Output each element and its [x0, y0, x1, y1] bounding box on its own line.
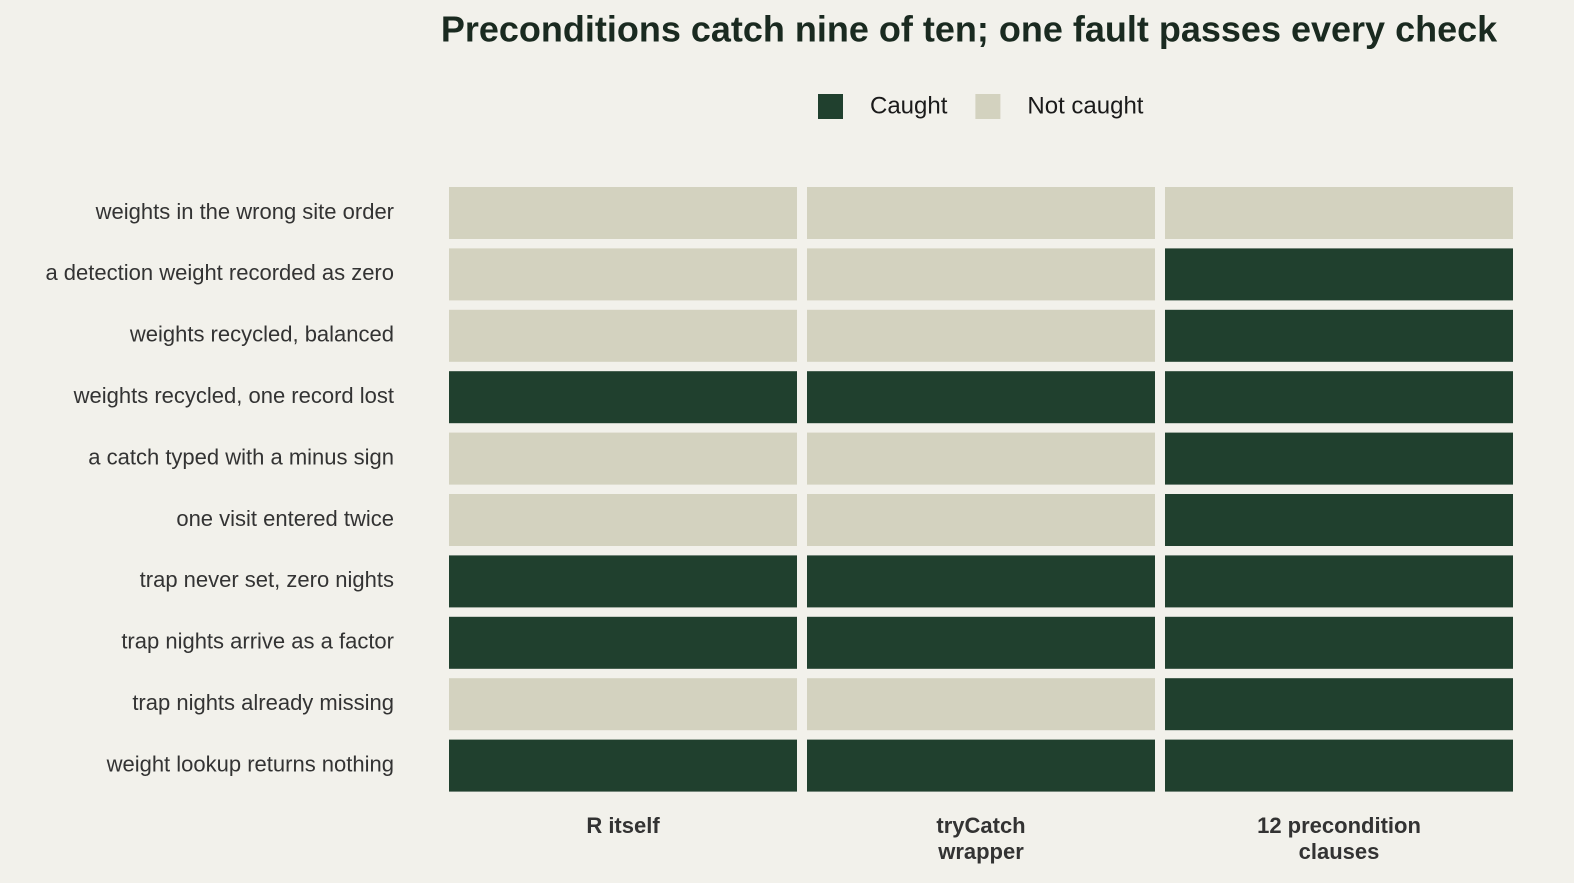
tile — [1165, 371, 1513, 424]
tile — [807, 371, 1155, 424]
tile — [807, 187, 1155, 239]
tile — [1165, 248, 1513, 301]
tile — [449, 432, 797, 485]
tile — [807, 309, 1155, 362]
tile — [807, 678, 1155, 731]
tile — [449, 494, 797, 546]
row-label: trap nights already missing — [132, 690, 394, 715]
tile — [449, 616, 797, 669]
tile — [1165, 555, 1513, 608]
tile — [1165, 678, 1513, 731]
chart-title: Preconditions catch nine of ten; one fau… — [441, 9, 1498, 50]
row-label: weights recycled, one record lost — [73, 383, 394, 408]
legend-swatch — [818, 94, 843, 119]
tile — [807, 616, 1155, 669]
tile — [1165, 187, 1513, 239]
tile — [1165, 739, 1513, 792]
tile — [449, 739, 797, 792]
legend-label: Not caught — [1027, 92, 1143, 119]
row-label: trap nights arrive as a factor — [121, 629, 394, 654]
column-label: tryCatch wrapper — [936, 813, 1026, 864]
tile — [807, 432, 1155, 485]
tile — [1165, 494, 1513, 546]
column-label: R itself — [586, 813, 660, 838]
tile — [449, 248, 797, 301]
row-label: one visit entered twice — [176, 506, 394, 531]
tile — [449, 555, 797, 608]
tile — [1165, 616, 1513, 669]
tile — [449, 309, 797, 362]
tile — [807, 494, 1155, 546]
tile — [449, 371, 797, 424]
tile — [1165, 309, 1513, 362]
row-label: weights in the wrong site order — [95, 199, 394, 224]
column-label: 12 precondition clauses — [1257, 813, 1421, 864]
tile — [449, 187, 797, 239]
row-label: trap never set, zero nights — [140, 567, 394, 592]
tile — [1165, 432, 1513, 485]
row-label: a detection weight recorded as zero — [45, 260, 394, 285]
tile — [807, 248, 1155, 301]
row-label: weights recycled, balanced — [129, 322, 394, 347]
legend-swatch — [975, 94, 1001, 119]
row-label: a catch typed with a minus sign — [88, 444, 394, 469]
tile — [449, 678, 797, 731]
tile — [807, 555, 1155, 608]
tile — [807, 739, 1155, 792]
row-label: weight lookup returns nothing — [106, 751, 394, 776]
legend-label: Caught — [870, 92, 948, 119]
